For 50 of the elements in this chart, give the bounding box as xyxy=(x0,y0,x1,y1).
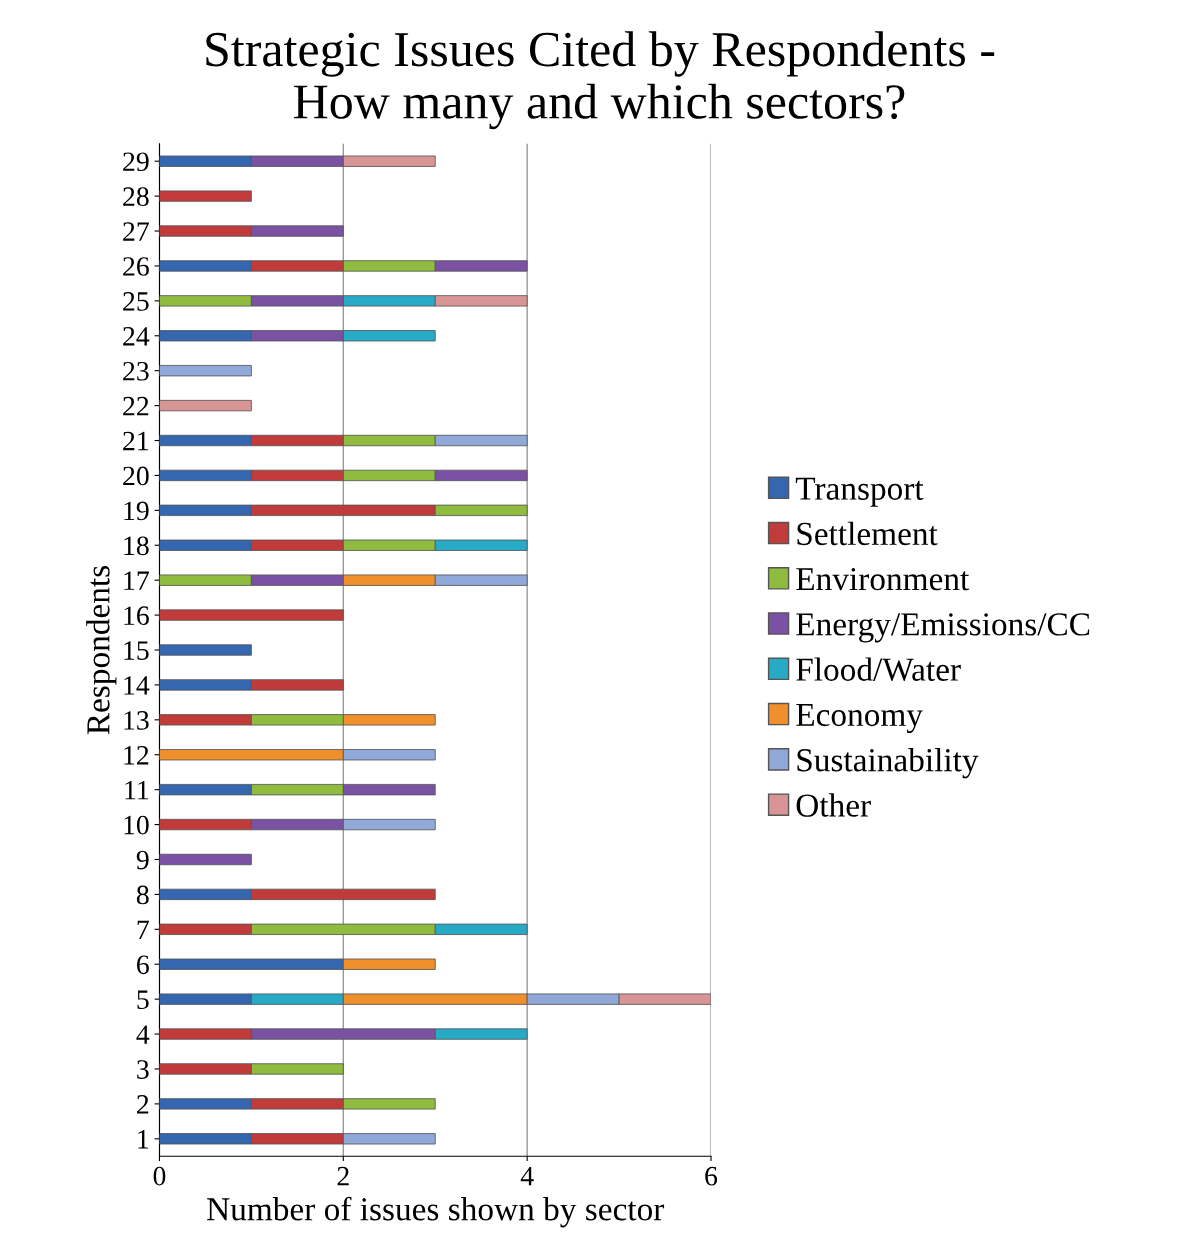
y-tick-label: 19 xyxy=(124,501,149,521)
y-tick-label: 5 xyxy=(137,990,149,1010)
legend-label: Other xyxy=(796,793,871,817)
legend-label: Energy/Emissions/CC xyxy=(796,613,1090,643)
chart-title: Strategic Issues Cited by Respondents - How many and which sectors? xyxy=(206,31,995,130)
legend-label: Economy xyxy=(796,703,923,734)
y-tick-label: 4 xyxy=(136,1025,150,1044)
legend-label: Sustainability xyxy=(797,748,979,779)
bar xyxy=(159,190,252,202)
y-tick-label: 29 xyxy=(123,152,149,172)
y-axis-title: Respondents xyxy=(86,566,117,735)
x-tick-label: 6 xyxy=(705,1166,718,1186)
y-tick-label: 20 xyxy=(123,466,149,486)
y-tick-label: 25 xyxy=(123,292,149,311)
bar xyxy=(159,853,252,866)
x-tick-label: 4 xyxy=(520,1166,534,1186)
y-tick-label: 18 xyxy=(124,536,149,556)
x-tick-label: 0 xyxy=(153,1166,166,1186)
legend-label: Settlement xyxy=(797,521,938,546)
y-tick-label: 8 xyxy=(136,885,149,905)
y-tick-label: 6 xyxy=(137,955,149,975)
y-tick-label: 13 xyxy=(124,711,149,730)
y-tick-label: 26 xyxy=(123,257,149,276)
legend-label: Flood/Water xyxy=(796,657,961,682)
y-tick-label: 11 xyxy=(125,780,149,800)
y-tick-label: 1 xyxy=(138,1130,149,1149)
y-tick-label: 2 xyxy=(137,1095,149,1114)
y-tick-label: 22 xyxy=(123,396,149,416)
bar xyxy=(159,609,344,621)
y-tick-label: 15 xyxy=(124,641,149,660)
y-tick-label: 21 xyxy=(123,431,149,451)
y-tick-label: 10 xyxy=(124,815,149,835)
y-tick-label: 27 xyxy=(123,222,149,241)
legend-label: Transport xyxy=(795,477,924,507)
y-tick-label: 16 xyxy=(124,606,149,625)
y-tick-label: 24 xyxy=(123,327,150,346)
bar xyxy=(159,399,252,412)
y-tick-label: 3 xyxy=(137,1060,149,1079)
y-tick-label: 28 xyxy=(123,187,149,207)
y-tick-label: 7 xyxy=(137,920,149,939)
y-tick-label: 12 xyxy=(124,745,149,765)
x-axis-title: Number of issues shown by sector xyxy=(207,1196,665,1228)
y-tick-label: 17 xyxy=(124,571,149,590)
bar xyxy=(159,365,252,377)
y-tick-label: 9 xyxy=(136,850,149,870)
legend-label: Environment xyxy=(796,567,970,591)
y-tick-label: 23 xyxy=(123,361,149,381)
bar xyxy=(159,644,252,656)
x-tick-label: 2 xyxy=(337,1166,349,1186)
y-tick-label: 14 xyxy=(124,676,150,695)
